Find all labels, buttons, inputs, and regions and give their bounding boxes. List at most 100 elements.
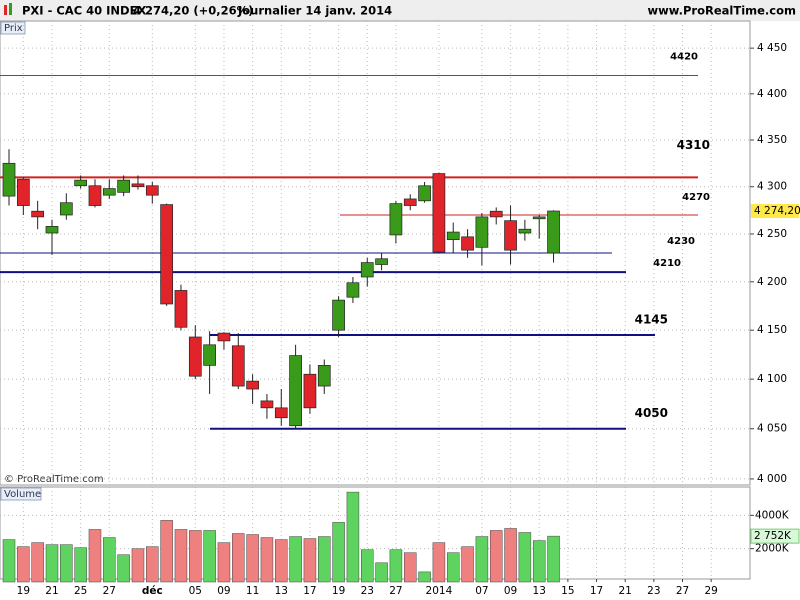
level-label: 4210 (653, 258, 681, 269)
volume-bar (146, 546, 159, 583)
x-tick-label: 15 (561, 585, 574, 597)
x-tick-label: déc (142, 585, 163, 597)
candle-body (504, 220, 517, 251)
x-tick-label: 23 (361, 585, 374, 597)
candle-body (188, 336, 202, 377)
volume-bar (475, 536, 489, 583)
candle-body (289, 355, 302, 427)
volume-bar (74, 547, 87, 583)
candle-body (475, 216, 489, 248)
volume-bar (318, 536, 331, 583)
site: www.ProRealTime.com (647, 4, 796, 18)
y-tick-label: 4 200 (757, 276, 787, 288)
level-label: 4050 (635, 406, 668, 420)
volume-bar (88, 529, 102, 583)
volume-panel (0, 486, 751, 580)
candle-body (74, 179, 88, 187)
copyright: © ProRealTime.com (4, 474, 104, 485)
volume-bar (174, 529, 188, 583)
level-label: 4145 (635, 313, 668, 327)
x-tick-label: 17 (590, 585, 603, 597)
level-label: 4230 (667, 236, 695, 247)
price-label: Prix (4, 23, 23, 34)
candle-body (317, 365, 331, 387)
volume-bar (203, 530, 216, 583)
volume-bar (532, 540, 546, 583)
x-tick-label: 17 (303, 585, 316, 597)
x-tick-label: 11 (246, 585, 259, 597)
candle-body (403, 198, 417, 206)
volume-bar (418, 571, 431, 583)
volume-bar (446, 552, 460, 583)
candle-body (174, 290, 188, 328)
y-tick-label: 4 250 (757, 228, 787, 240)
volume-bar (246, 534, 259, 583)
x-tick-label: 27 (676, 585, 689, 597)
volume-bar (232, 533, 245, 583)
candle-body (489, 210, 503, 218)
volume-bar (160, 520, 173, 583)
x-tick-label: 27 (389, 585, 402, 597)
x-tick-label: 07 (475, 585, 488, 597)
candle-body (461, 236, 474, 251)
x-tick-label: 21 (45, 585, 58, 597)
volume-bar (461, 546, 474, 583)
last-price-box (751, 204, 799, 219)
period: Journalier 14 janv. 2014 (237, 4, 392, 18)
candle-body (16, 178, 30, 206)
candle-body (160, 204, 173, 305)
x-tick-label: 23 (647, 585, 660, 597)
candle-body (446, 231, 460, 241)
candle-body (518, 228, 532, 234)
x-tick-label: 29 (704, 585, 717, 597)
y-tick-label: 4 350 (757, 134, 787, 146)
level-label: 4270 (682, 192, 710, 203)
level-label: 4420 (670, 51, 698, 62)
price-label-box (0, 21, 26, 35)
candle-body (532, 216, 546, 220)
candle-body (332, 299, 345, 331)
volume-bar (346, 491, 360, 583)
symbol: PXI - CAC 40 INDEX (22, 4, 146, 18)
candle-body (418, 185, 431, 202)
candle-body (131, 183, 145, 188)
quote: 4 274,20 (+0,26%) (133, 4, 253, 18)
x-tick-label: 27 (103, 585, 116, 597)
y-tick-label: 4 450 (757, 42, 787, 54)
y-tick-label: 4 050 (757, 423, 787, 435)
x-tick-label: 25 (74, 585, 87, 597)
volume-bar (217, 542, 231, 583)
volume-bar (332, 522, 345, 583)
volume-bar (2, 539, 16, 583)
candle-body (274, 407, 288, 419)
x-tick-label: 09 (217, 585, 230, 597)
volume-bar (103, 537, 116, 583)
x-tick-label: 19 (17, 585, 30, 597)
y-tick-label: 4 300 (757, 181, 787, 193)
candle-body (2, 162, 16, 197)
volume-bar (45, 544, 59, 583)
volume-bar (361, 549, 374, 583)
volume-bar (375, 562, 388, 583)
candle-body (432, 173, 446, 253)
candle-body (117, 179, 130, 193)
y-tick-label: 4 000 (757, 473, 787, 485)
volume-bar (403, 552, 417, 583)
candle-body (102, 188, 116, 196)
candle-body (303, 373, 317, 409)
volume-bar (547, 535, 560, 583)
volume-bar (518, 532, 532, 583)
candle-body (389, 203, 403, 236)
volume-bar (60, 544, 73, 583)
candle-body (217, 332, 231, 342)
volume-bar (131, 548, 145, 583)
candle-body (231, 345, 245, 387)
volume-label: Volume (4, 489, 41, 500)
x-tick-label: 2014 (426, 585, 453, 597)
volume-bar (31, 542, 44, 583)
y-tick-label: 4 400 (757, 88, 787, 100)
header-bar (0, 0, 800, 21)
x-tick-label: 05 (189, 585, 202, 597)
